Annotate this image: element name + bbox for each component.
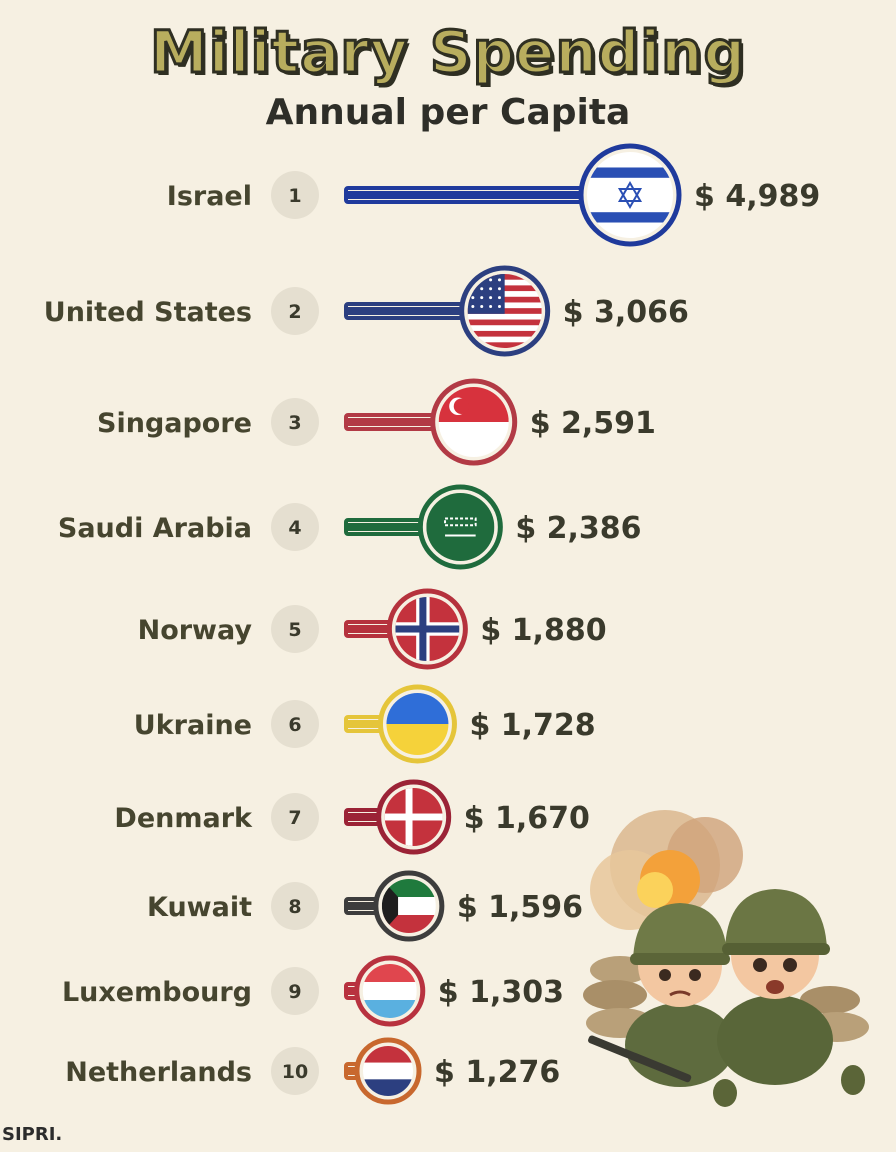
rifle-and-grenades [588,1035,865,1107]
value-label: $ 1,728 [469,708,595,743]
rank-number: 9 [288,981,301,1003]
bar-fill [348,191,628,199]
country-label: Norway [138,615,253,646]
luxembourg-flag-icon [362,964,417,1018]
value-label: $ 3,066 [563,295,689,330]
bar-fill [348,418,472,426]
netherlands-flag-icon [363,1046,413,1096]
rank-number: 10 [282,1061,308,1083]
value-label: $ 1,596 [457,890,583,925]
explosion-cloud [590,810,743,930]
country-label: Saudi Arabia [58,513,252,544]
country-label: Singapore [97,408,252,439]
rank-badge [271,793,319,841]
value-label: $ 1,303 [438,975,564,1010]
bar-fill [348,523,459,531]
rank-badge [271,605,319,653]
rank-number: 3 [288,412,301,434]
soldiers-illustration [583,810,869,1107]
value-label: $ 1,670 [464,801,590,836]
rank-badge [271,700,319,748]
chart-subtitle: Annual per Capita [265,92,631,133]
saudi-arabia-flag-icon [426,493,495,561]
rank-number: 8 [288,896,301,918]
soldier-right [717,889,833,1085]
rank-badge [271,882,319,930]
rank-badge [271,171,319,219]
rank-number: 2 [288,301,301,323]
value-label: $ 2,386 [515,511,641,546]
source-note: SIPRI. [2,1124,63,1145]
country-label: Ukraine [134,710,252,741]
value-label: $ 2,591 [530,406,656,441]
value-label: $ 1,880 [480,613,606,648]
ukraine-flag-icon [386,693,449,755]
rank-badge [271,1047,319,1095]
country-label: Israel [167,181,252,212]
rank-number: 4 [288,517,301,539]
rank-number: 5 [288,619,301,641]
bar-fill [348,625,426,633]
country-label: Luxembourg [62,977,252,1008]
country-label: Kuwait [147,892,252,923]
rank-number: 7 [288,807,301,829]
singapore-flag-icon [438,387,509,457]
rank-badge [271,398,319,446]
rank-badge [271,287,319,335]
country-label: Netherlands [65,1057,252,1088]
country-label: Denmark [114,803,253,834]
rank-number: 6 [288,714,301,736]
sandbags [583,956,869,1042]
value-label: $ 1,276 [434,1055,560,1090]
norway-flag-icon [395,597,460,661]
israel-flag-icon [587,152,673,238]
rank-badge [271,967,319,1015]
rank-number: 1 [288,185,301,207]
usa-flag-icon [467,274,542,348]
bar-fill [348,307,503,315]
chart-title: Military Spending [149,17,747,88]
rank-badge [271,503,319,551]
denmark-flag-icon [384,788,443,846]
country-label: United States [44,297,252,328]
kuwait-flag-icon [381,879,436,933]
value-label: $ 4,989 [694,179,820,214]
